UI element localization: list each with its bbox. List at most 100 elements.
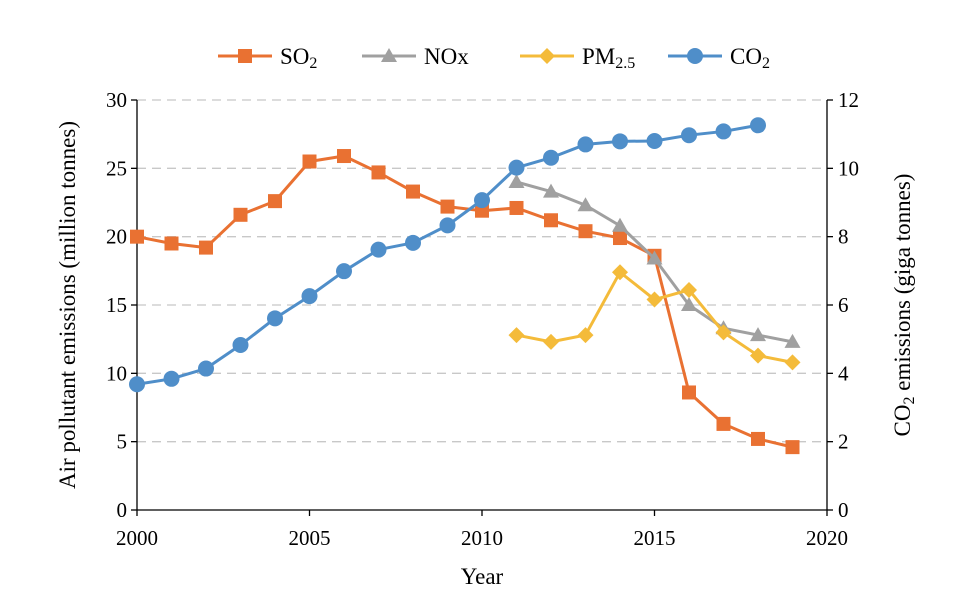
co2-point <box>474 192 490 209</box>
right-y-tick-label: 0 <box>838 498 849 522</box>
so2-point <box>682 385 696 400</box>
co2-point <box>370 241 387 258</box>
series-nox <box>508 174 801 348</box>
so2-point <box>613 231 627 246</box>
legend-label-main: PM <box>582 44 615 69</box>
legend-item-nox: NOx <box>362 44 469 69</box>
nox-point <box>543 183 559 198</box>
so2-point <box>199 240 213 255</box>
so2-point <box>751 431 765 446</box>
x-axis-title: Year <box>461 564 504 589</box>
co2-point <box>715 123 732 140</box>
co2-point <box>405 234 421 251</box>
left-y-tick-label: 5 <box>117 430 128 454</box>
right-y-tick-label: 10 <box>838 156 859 180</box>
legend-label-sub: 2 <box>762 55 770 72</box>
nox-point <box>508 174 525 188</box>
right-y-title-sub: 2 <box>901 397 918 405</box>
legend-label-main: SO <box>280 44 309 69</box>
gridlines <box>137 99 827 443</box>
co2-point <box>198 360 214 377</box>
co2-point <box>336 263 352 280</box>
nox-point <box>612 217 628 232</box>
legend-label-sub: 2 <box>309 55 317 72</box>
so2-point <box>716 416 731 431</box>
legend-item-pm25: PM2.5 <box>520 44 635 72</box>
co2-point <box>681 127 697 144</box>
so2-point <box>544 213 558 228</box>
co2-point <box>750 117 766 134</box>
legend-label-nox: NOx <box>424 44 469 69</box>
co2-point <box>163 370 180 387</box>
co2-point <box>301 288 318 305</box>
pm25-point <box>750 347 766 364</box>
right-y-tick-label: 12 <box>838 88 859 112</box>
nox-point <box>784 333 801 348</box>
co2-line <box>136 123 759 386</box>
nox-point <box>750 327 766 342</box>
legend-marker-co2 <box>687 48 703 64</box>
right-y-tick-label: 8 <box>838 225 849 249</box>
right-y-title-rest: emissions (giga tonnes) <box>890 174 915 397</box>
left-y-tick-label: 0 <box>117 498 128 522</box>
so2-point <box>785 440 800 455</box>
pm25-point <box>715 324 732 341</box>
so2-point <box>302 154 317 169</box>
co2-point <box>646 133 663 149</box>
so2-point <box>130 229 144 244</box>
series-co2 <box>129 117 766 393</box>
so2-point <box>337 149 351 164</box>
co2-point <box>232 336 249 353</box>
legend-marker-so2 <box>238 49 252 63</box>
co2-point <box>577 136 594 153</box>
legend-label-sub: 2.5 <box>615 55 635 72</box>
co2-point <box>543 149 559 166</box>
left-y-tick-label: 15 <box>106 293 127 317</box>
right-y-tick-label: 2 <box>838 430 849 454</box>
so2-point <box>233 207 248 222</box>
axes: 0 5 10 15 20 25 30 0 2 4 6 8 10 12 2000 2005 2010 2015 202… <box>106 88 859 550</box>
pm25-point <box>681 281 697 298</box>
so2-point <box>164 236 179 251</box>
left-y-tick-label: 25 <box>106 156 127 180</box>
so2-point <box>509 200 524 215</box>
x-tick-label: 2015 <box>634 526 676 550</box>
pm25-point <box>508 327 525 344</box>
co2-point <box>508 159 525 176</box>
x-tick-label: 2020 <box>806 526 848 550</box>
legend-label-main: NOx <box>424 44 469 69</box>
co2-point <box>129 376 145 393</box>
so2-point <box>578 224 593 239</box>
left-y-tick-label: 30 <box>106 88 127 112</box>
legend-marker-pm25 <box>539 48 555 64</box>
legend-label-so2: SO2 <box>280 44 317 72</box>
left-y-tick-label: 10 <box>106 361 127 385</box>
nox-point <box>646 250 663 265</box>
legend-marker-nox <box>381 48 397 62</box>
left-y-axis-title: Air pollutant emissions (million tonnes) <box>55 121 80 489</box>
so2-point <box>440 199 455 214</box>
pm25-line <box>516 270 793 364</box>
right-y-title-main: CO <box>890 405 915 437</box>
legend-label-co2: CO2 <box>730 44 770 72</box>
pm25-point <box>646 291 663 308</box>
pm25-point <box>612 264 628 281</box>
legend-label-pm25: PM2.5 <box>582 44 635 72</box>
co2-point <box>267 310 283 327</box>
x-tick-label: 2000 <box>116 526 158 550</box>
co2-point <box>439 217 456 234</box>
legend-item-so2: SO2 <box>218 44 317 72</box>
so2-point <box>406 184 420 199</box>
series-pm25 <box>508 264 801 371</box>
legend-label-main: CO <box>730 44 762 69</box>
co2-point <box>612 133 628 150</box>
right-y-tick-label: 6 <box>838 293 849 317</box>
left-y-tick-label: 20 <box>106 225 127 249</box>
pm25-point <box>784 354 801 371</box>
pm25-point <box>543 333 559 350</box>
legend: SO2 NOx PM2.5 CO2 <box>218 44 770 72</box>
legend-item-co2: CO2 <box>668 44 770 72</box>
right-y-tick-label: 4 <box>838 361 849 385</box>
nox-point <box>577 197 594 212</box>
